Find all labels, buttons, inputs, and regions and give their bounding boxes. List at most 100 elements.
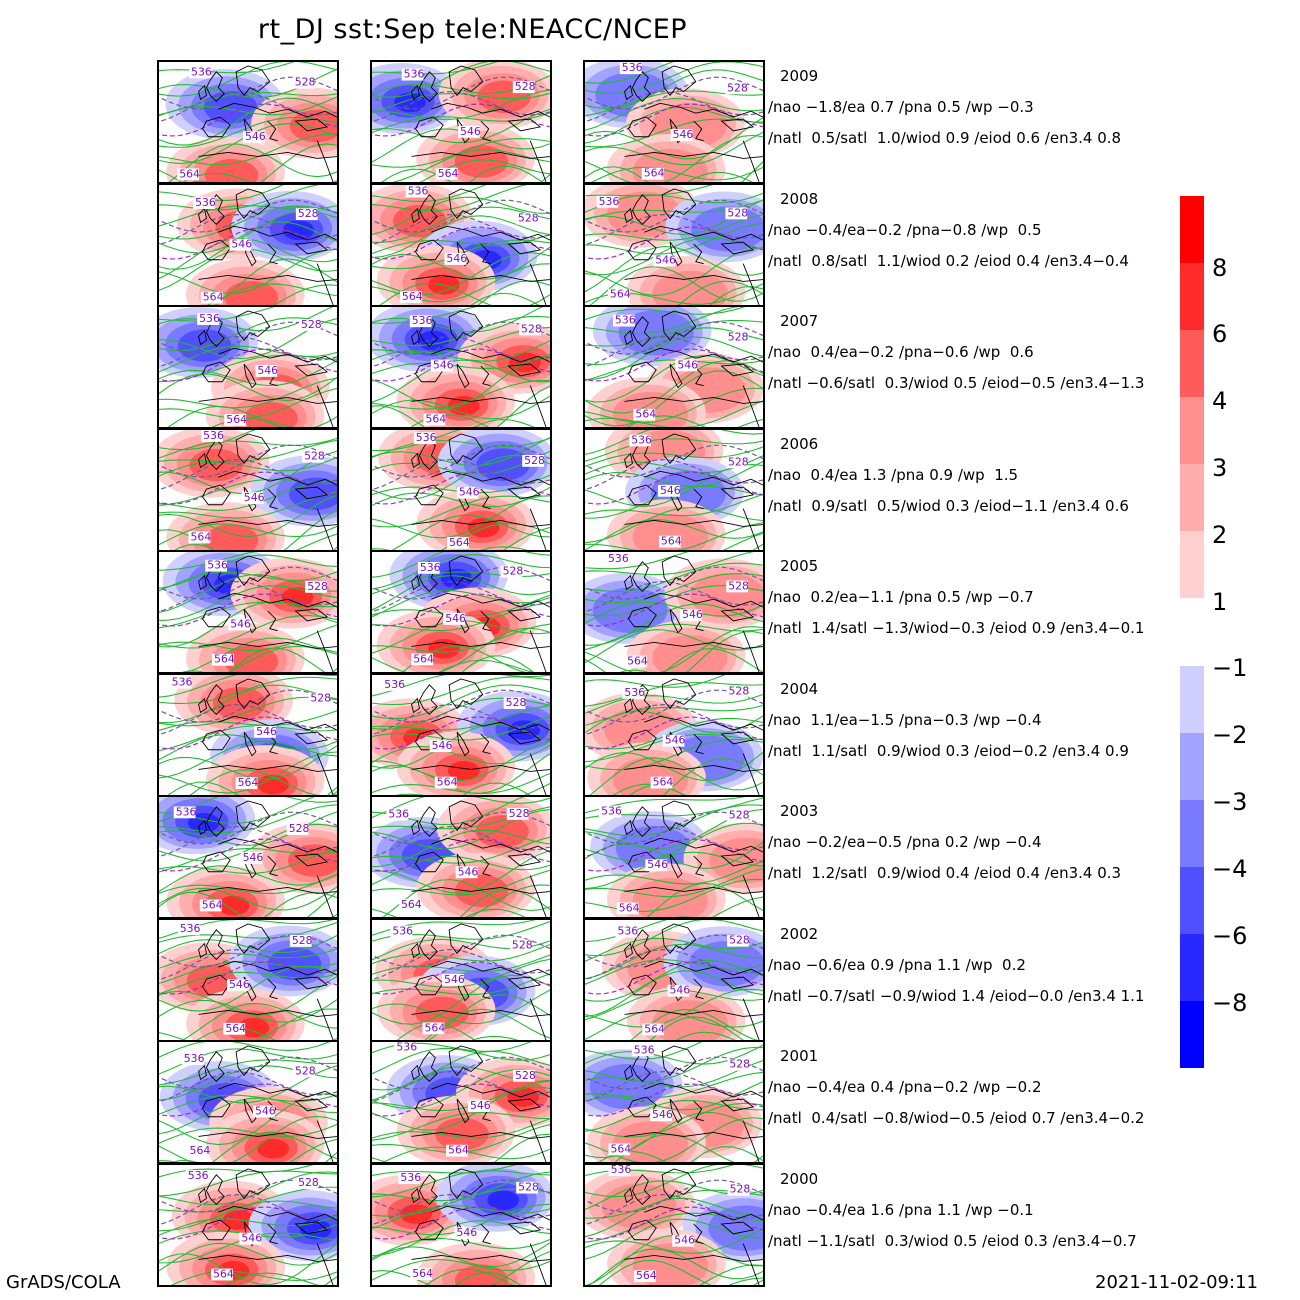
svg-text:546: 546 — [432, 739, 453, 752]
height-contour — [372, 1118, 550, 1139]
height-contour — [630, 1008, 759, 1040]
height-contour — [585, 631, 763, 672]
height-contour — [585, 98, 763, 131]
height-contour — [159, 921, 337, 943]
height-contour — [159, 676, 337, 704]
row-index-line-1: /nao −1.8/ea 0.7 /pna 0.5 /wp −0.3 — [768, 98, 1034, 116]
contour-label: 528 — [522, 453, 545, 466]
contour-label: 528 — [298, 318, 322, 331]
svg-text:528: 528 — [298, 207, 319, 220]
row-year: 2006 — [780, 434, 819, 453]
contour-label: 564 — [411, 652, 434, 665]
row-index-line-2: /natl 1.1/satl 0.9/wiod 0.3 /eiod−0.2 /e… — [768, 741, 1129, 760]
svg-text:528: 528 — [728, 330, 749, 343]
colorbar-tick-label: −3 — [1212, 788, 1248, 816]
colorbar-positive-segment — [1180, 531, 1204, 598]
contour-label: 546 — [455, 865, 478, 878]
svg-text:528: 528 — [289, 822, 310, 835]
height-contour — [159, 456, 337, 477]
contour-label: 536 — [409, 314, 433, 327]
contour-label: 564 — [434, 775, 458, 788]
height-contour — [585, 1046, 763, 1083]
colorbar-negative-segment — [1180, 1001, 1204, 1068]
contour-label: 564 — [608, 1142, 631, 1155]
contour-label: 564 — [200, 290, 224, 303]
map-panel-2000-3: 536 528 546 564 — [583, 1162, 765, 1287]
height-contour — [214, 257, 337, 305]
height-contour — [372, 307, 544, 333]
height-contour — [224, 1272, 320, 1285]
map-panel-2009-1: 536 528 546 564 — [157, 60, 339, 184]
svg-text:536: 536 — [617, 924, 638, 937]
svg-text:564: 564 — [401, 898, 422, 911]
height-contour — [372, 715, 550, 741]
svg-text:528: 528 — [727, 206, 748, 219]
dashed-contour — [372, 76, 550, 110]
contour-label: 546 — [456, 485, 480, 498]
height-contour — [159, 848, 337, 874]
row-year: 2002 — [780, 924, 819, 943]
height-contour — [585, 804, 763, 837]
height-contour — [663, 648, 763, 672]
height-contour — [159, 601, 337, 629]
height-contour — [372, 884, 550, 917]
height-contour — [159, 1242, 337, 1271]
contour-label: 536 — [382, 677, 405, 690]
contour-label: 564 — [634, 1269, 657, 1282]
height-contour — [206, 282, 337, 305]
height-contour — [372, 1237, 550, 1259]
coastline — [198, 1167, 337, 1285]
contour-label: 564 — [398, 898, 422, 911]
height-contour — [629, 784, 685, 795]
height-contour — [159, 493, 337, 537]
height-contour — [372, 590, 550, 618]
contour-label: 564 — [212, 653, 235, 666]
dashed-contour — [372, 444, 550, 478]
row-year: 2008 — [780, 189, 819, 208]
svg-text:564: 564 — [619, 901, 640, 914]
anomaly-blob — [416, 1241, 536, 1285]
svg-text:536: 536 — [203, 430, 224, 442]
svg-text:546: 546 — [677, 358, 698, 371]
height-contour — [372, 1250, 550, 1285]
svg-text:536: 536 — [388, 808, 409, 821]
row-year: 2000 — [780, 1169, 819, 1188]
height-contour — [455, 1271, 522, 1285]
coastline — [624, 65, 763, 182]
height-contour — [159, 740, 337, 779]
contour-label: 564 — [641, 167, 665, 180]
height-contour — [382, 879, 550, 917]
height-contour — [461, 655, 534, 672]
contour-label: 564 — [447, 535, 470, 548]
contour-label: 528 — [725, 81, 748, 94]
height-contour — [585, 878, 763, 913]
contour-label: 536 — [599, 805, 622, 818]
height-contour — [189, 768, 337, 795]
height-contour — [470, 292, 540, 305]
svg-text:564: 564 — [627, 655, 648, 668]
colorbar-tick-label: −4 — [1212, 855, 1248, 883]
dashed-contour — [372, 689, 550, 723]
height-contour — [372, 958, 550, 988]
height-contour — [159, 886, 337, 911]
height-contour — [159, 184, 320, 210]
svg-text:528: 528 — [730, 1182, 751, 1195]
height-contour — [585, 717, 763, 749]
contour-label: 528 — [725, 455, 749, 468]
height-contour — [722, 532, 763, 550]
height-contour — [585, 601, 763, 624]
map-panel-2009-3: 536 528 546 564 — [583, 60, 765, 184]
contour-label: 564 — [422, 1021, 445, 1034]
svg-text:536: 536 — [601, 805, 622, 818]
contour-label: 536 — [193, 196, 216, 209]
svg-text:546: 546 — [244, 491, 265, 504]
height-contour — [372, 869, 550, 896]
height-contour — [662, 757, 763, 795]
svg-text:536: 536 — [416, 431, 437, 444]
height-contour — [585, 626, 763, 672]
height-contour — [372, 797, 550, 819]
svg-text:536: 536 — [172, 675, 193, 688]
row-index-line-2: /natl 0.9/satl 0.5/wiod 0.3 /eiod−1.1 /e… — [768, 496, 1129, 515]
height-contour — [459, 889, 550, 917]
contour-label: 528 — [286, 822, 310, 835]
